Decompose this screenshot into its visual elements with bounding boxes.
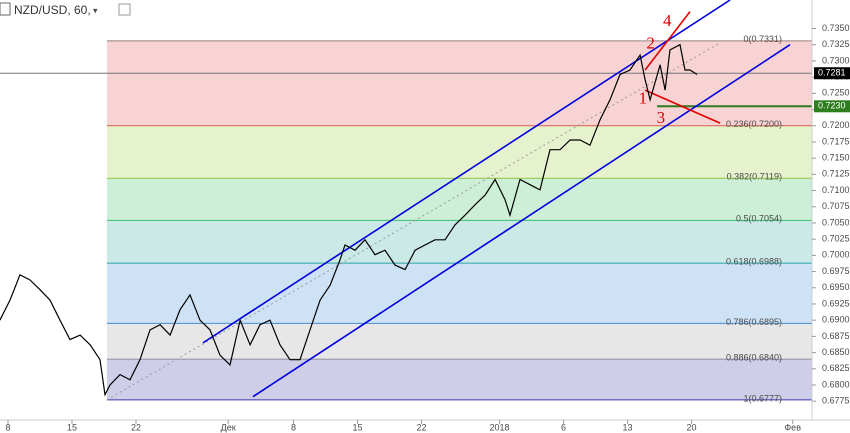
y-tick-label: 0.7025 bbox=[822, 234, 850, 244]
x-tick-label: Фев bbox=[784, 422, 801, 432]
y-tick-label: 0.6775 bbox=[822, 396, 850, 406]
y-tick-label: 0.6975 bbox=[822, 266, 850, 276]
x-tick-label: 6 bbox=[561, 422, 566, 432]
fib-level-label: 0.236(0.7200) bbox=[726, 119, 782, 129]
y-tick-label: 0.6825 bbox=[822, 363, 850, 373]
x-tick-label: 8 bbox=[5, 422, 10, 432]
fib-band bbox=[106, 323, 812, 360]
fib-level-label: 0(0.7331) bbox=[743, 34, 782, 44]
y-tick-label: 0.7200 bbox=[822, 120, 850, 130]
fib-band bbox=[106, 220, 812, 264]
fib-level-label: 0.618(0.6988) bbox=[726, 257, 782, 267]
y-tick-label: 0.7050 bbox=[822, 217, 850, 227]
x-tick-label: 15 bbox=[67, 422, 77, 432]
header: NZD/USD, 60, ▾ bbox=[0, 2, 131, 17]
y-tick-label: 0.6900 bbox=[822, 315, 850, 325]
price-box bbox=[814, 67, 850, 80]
settings-icon[interactable] bbox=[118, 3, 131, 16]
fib-level-label: 0.786(0.6895) bbox=[726, 317, 782, 327]
y-tick-label: 0.7100 bbox=[822, 185, 850, 195]
symbol-title: NZD/USD, 60, bbox=[14, 3, 91, 17]
y-tick-label: 0.6950 bbox=[822, 282, 850, 292]
y-tick-label: 0.7175 bbox=[822, 136, 850, 146]
trend-line bbox=[644, 89, 721, 124]
trend-line bbox=[106, 42, 721, 401]
fib-band bbox=[106, 178, 812, 221]
trend-line bbox=[252, 44, 791, 398]
price-box bbox=[814, 100, 850, 113]
price-line bbox=[0, 43, 698, 397]
plot-layer: 0(0.7331) 0.236(0.7200) 0.382(0.7119) 0.5(0… bbox=[0, 0, 812, 403]
trend-line bbox=[202, 0, 731, 344]
y-tick-label: 0.7250 bbox=[822, 88, 850, 98]
x-tick-label: 8 bbox=[291, 422, 296, 432]
y-tick-label: 0.7125 bbox=[822, 169, 850, 179]
price-box-label: 0.7230 bbox=[818, 101, 846, 111]
y-tick-label: 0.6800 bbox=[822, 379, 850, 389]
price-box-label: 0.7281 bbox=[818, 68, 846, 78]
fib-band bbox=[106, 125, 812, 179]
trend-line bbox=[644, 11, 691, 71]
fib-band bbox=[106, 359, 812, 400]
y-tick-label: 0.7150 bbox=[822, 153, 850, 163]
x-tick-label: 2018 bbox=[490, 422, 510, 432]
wave-label: 1 bbox=[639, 89, 648, 108]
y-tick-label: 0.6875 bbox=[822, 331, 850, 341]
x-tick-label: 22 bbox=[131, 422, 141, 432]
x-tick-label: 15 bbox=[352, 422, 362, 432]
fib-level-label: 1(0.6777) bbox=[743, 393, 782, 403]
y-tick-label: 0.6925 bbox=[822, 298, 850, 308]
y-tick-label: 0.7325 bbox=[822, 39, 850, 49]
fib-level-label: 0.5(0.7054) bbox=[736, 214, 782, 224]
dropdown-icon[interactable]: ▾ bbox=[93, 5, 98, 15]
y-tick-label: 0.7350 bbox=[822, 23, 850, 33]
y-tick-label: 0.6850 bbox=[822, 347, 850, 357]
fib-level-label: 0.886(0.6840) bbox=[726, 352, 782, 362]
x-tick-label: 13 bbox=[623, 422, 633, 432]
menu-icon[interactable] bbox=[0, 2, 11, 16]
wave-label: 2 bbox=[646, 34, 655, 53]
x-tick-label: 20 bbox=[687, 422, 697, 432]
x-tick-label: 22 bbox=[416, 422, 426, 432]
y-tick-label: 0.7000 bbox=[822, 250, 850, 260]
y-tick-label: 0.7300 bbox=[822, 55, 850, 65]
fib-level-label: 0.382(0.7119) bbox=[727, 172, 782, 182]
fib-band bbox=[106, 263, 812, 324]
wave-label: 3 bbox=[657, 108, 666, 127]
fib-band bbox=[106, 40, 812, 126]
y-tick-label: 0.7075 bbox=[822, 201, 850, 211]
wave-label: 4 bbox=[663, 11, 672, 30]
x-tick-label: Дек bbox=[221, 422, 236, 432]
